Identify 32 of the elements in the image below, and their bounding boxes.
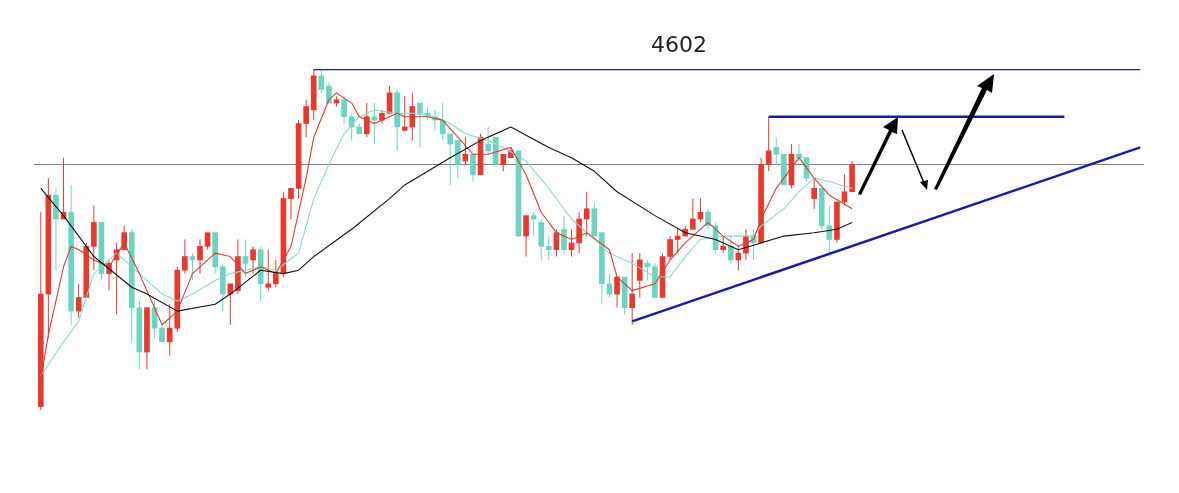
candlestick: [417, 102, 423, 148]
candlestick: [561, 215, 567, 254]
candlestick: [773, 136, 780, 165]
candlestick: [273, 259, 279, 288]
candlestick: [765, 116, 772, 172]
candlestick: [166, 303, 173, 356]
candlestick: [197, 239, 203, 275]
candlestick: [690, 198, 696, 230]
candlestick: [182, 239, 188, 275]
candlestick: [583, 191, 590, 237]
candlestick: [636, 252, 643, 298]
candlestick: [796, 143, 802, 162]
candlestick: [727, 235, 734, 264]
candlestick: [629, 252, 636, 326]
candlestick: [242, 239, 249, 278]
candlestick: [447, 133, 454, 186]
candlestick: [318, 68, 325, 94]
candlestick: [401, 95, 408, 131]
candlestick: [470, 153, 476, 183]
candlestick: [667, 235, 673, 261]
candlestick: [614, 276, 620, 309]
candlestick: [341, 95, 347, 125]
candlestick: [265, 249, 272, 292]
candlestick: [364, 102, 370, 138]
candlestick: [523, 215, 529, 258]
candlestick: [811, 177, 818, 210]
candlestick: [545, 235, 552, 261]
candlestick: [303, 99, 309, 138]
annotation: 4602: [651, 31, 708, 57]
candlestick: [288, 187, 294, 220]
candlestick: [250, 245, 256, 275]
candlestick: [485, 126, 491, 155]
